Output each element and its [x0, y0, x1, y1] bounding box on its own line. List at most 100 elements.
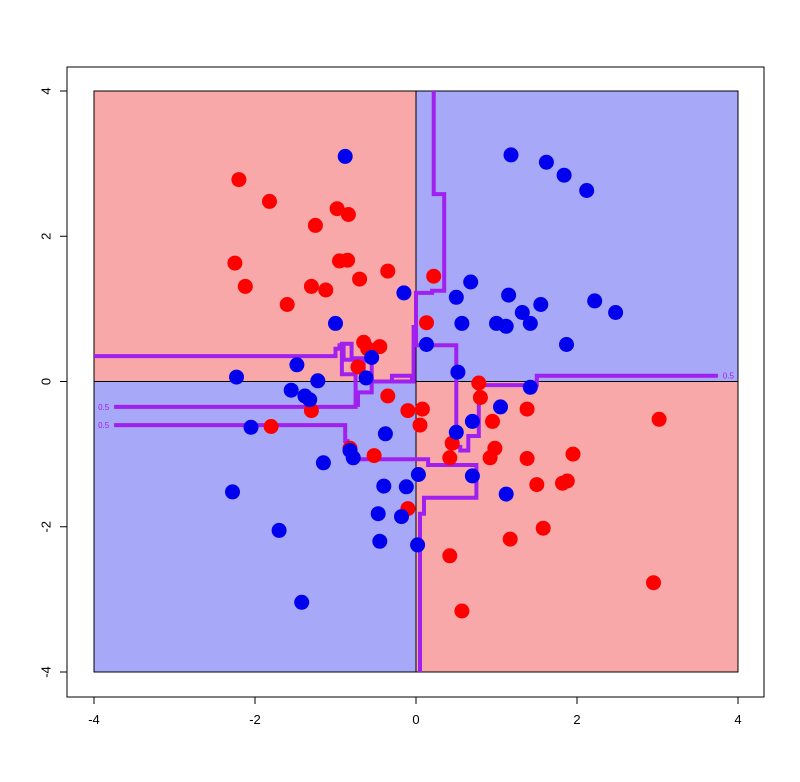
contour-label-1: 0.5: [98, 421, 110, 430]
blue-point-17: [328, 315, 343, 331]
x-tick-label: 2: [573, 712, 580, 727]
red-point-47: [651, 411, 667, 427]
decision-boundary-line-0: [114, 341, 374, 409]
decision-boundary-layer: 0.5 0.5 0.5: [94, 91, 734, 672]
y-tick-label: 4: [38, 87, 53, 94]
blue-point-9: [587, 293, 603, 309]
blue-point-13: [498, 318, 514, 334]
region-blue-1: [416, 91, 738, 382]
red-point-0: [231, 172, 247, 188]
blue-point-33: [377, 426, 393, 442]
blue-point-23: [283, 382, 299, 398]
blue-point-44: [394, 509, 409, 525]
red-point-21: [400, 403, 416, 419]
blue-point-15: [454, 315, 470, 331]
red-point-38: [529, 477, 545, 493]
blue-point-46: [372, 533, 388, 549]
blue-point-22: [310, 373, 326, 389]
blue-point-5: [463, 274, 479, 290]
blue-point-21: [229, 369, 244, 385]
points-layer: [225, 147, 667, 619]
contour-label-0: 0.5: [98, 403, 110, 412]
blue-point-28: [450, 364, 466, 380]
contour-label-2: 0.5: [723, 372, 735, 381]
red-point-29: [442, 450, 458, 466]
blue-point-8: [533, 297, 549, 312]
red-point-6: [237, 278, 253, 294]
decision-boundary-line-1: [114, 423, 479, 672]
blue-point-37: [225, 484, 240, 500]
red-point-23: [412, 417, 428, 433]
blue-point-30: [522, 379, 538, 395]
blue-point-38: [376, 478, 392, 494]
red-point-22: [414, 401, 430, 417]
blue-point-0: [337, 148, 353, 164]
red-point-46: [454, 603, 470, 619]
blue-point-3: [556, 167, 572, 183]
region-red-0: [94, 91, 416, 382]
red-point-8: [303, 278, 319, 294]
red-point-19: [350, 359, 366, 375]
red-point-4: [340, 207, 356, 222]
region-red-3: [416, 381, 738, 672]
blue-point-7: [501, 287, 517, 303]
red-point-37: [565, 446, 581, 462]
red-point-43: [502, 531, 518, 547]
blue-point-14: [522, 315, 538, 331]
red-point-36: [519, 451, 535, 466]
blue-point-39: [398, 479, 414, 495]
blue-point-41: [464, 468, 480, 484]
red-point-25: [263, 419, 279, 434]
red-point-44: [442, 548, 458, 564]
red-point-35: [482, 450, 498, 466]
red-point-5: [227, 255, 243, 271]
blue-point-36: [342, 443, 358, 458]
blue-point-20: [289, 357, 305, 373]
y-tick-label: -2: [38, 521, 53, 533]
blue-point-27: [364, 350, 380, 365]
y-tick-label: -4: [38, 666, 53, 678]
region-layer: [93, 90, 739, 673]
blue-point-2: [538, 154, 554, 170]
x-tick-label: -4: [88, 712, 100, 727]
blue-point-43: [370, 506, 386, 522]
red-point-7: [279, 297, 295, 312]
red-point-42: [535, 520, 551, 536]
decision-boundary-line-3: [414, 91, 447, 327]
blue-point-18: [396, 285, 412, 301]
blue-point-48: [294, 594, 310, 610]
red-point-15: [419, 315, 434, 331]
red-point-45: [646, 575, 661, 591]
red-point-13: [380, 263, 396, 279]
x-axis: -4 -2 0 2 4: [88, 696, 742, 727]
x-tick-label: -2: [249, 712, 261, 727]
red-point-1: [262, 193, 277, 209]
red-point-30: [472, 390, 488, 405]
blue-point-29: [243, 419, 259, 435]
red-point-20: [380, 388, 396, 404]
y-tick-label: 2: [38, 233, 53, 240]
red-point-27: [366, 448, 382, 464]
x-tick-label: 0: [412, 712, 419, 727]
blue-point-31: [464, 413, 480, 429]
y-tick-label: 0: [38, 378, 53, 385]
blue-point-40: [410, 467, 426, 482]
blue-point-42: [498, 486, 514, 502]
red-point-12: [352, 271, 368, 287]
blue-point-6: [448, 289, 464, 305]
blue-point-47: [410, 537, 426, 553]
red-point-11: [340, 252, 356, 268]
red-point-32: [485, 413, 500, 429]
blue-point-49: [493, 399, 508, 415]
red-point-18: [372, 339, 388, 355]
quadrant-axes: [94, 91, 738, 672]
blue-point-10: [608, 305, 624, 320]
red-point-33: [519, 401, 535, 417]
red-point-2: [307, 217, 323, 233]
blue-point-26: [358, 370, 374, 386]
blue-point-4: [579, 183, 595, 198]
red-point-40: [559, 473, 575, 489]
blue-point-19: [419, 337, 434, 352]
blue-point-16: [559, 337, 574, 352]
